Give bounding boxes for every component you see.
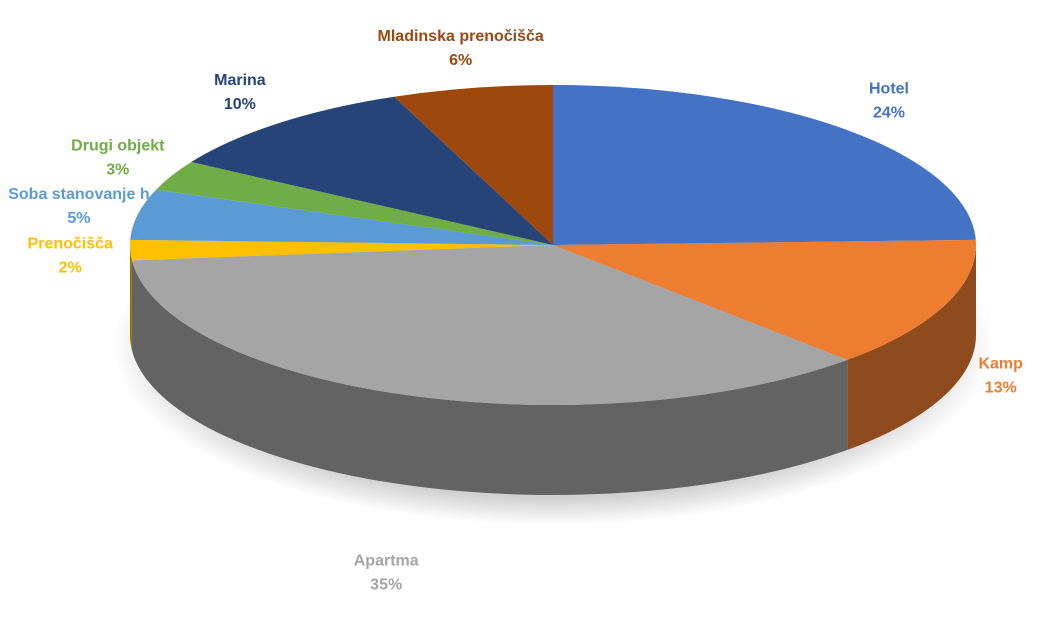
slice <box>130 239 554 261</box>
value-label: 13% <box>985 380 1017 397</box>
slice <box>156 162 553 245</box>
category-label: Marina <box>214 72 266 89</box>
category-label: Kamp <box>978 356 1023 373</box>
slice-side <box>131 260 848 495</box>
value-label: 35% <box>370 577 402 594</box>
category-label: Apartma <box>354 553 419 570</box>
value-label: 3% <box>106 161 129 178</box>
value-label: 5% <box>67 210 90 227</box>
value-label: 6% <box>449 52 472 69</box>
category-label: Hotel <box>869 81 909 98</box>
category-label: Prenočišča <box>28 235 113 252</box>
slice-side <box>130 245 132 351</box>
value-label: 10% <box>224 96 256 113</box>
category-label: Mladinska prenočišča <box>378 28 544 45</box>
slice <box>131 245 848 406</box>
slice <box>130 189 553 245</box>
category-label: Drugi objekt <box>71 137 165 154</box>
slice <box>394 85 553 245</box>
value-label: 24% <box>873 105 905 122</box>
category-label: Soba stanovanje h <box>8 186 149 203</box>
slice-side <box>847 245 976 450</box>
value-label: 2% <box>59 259 82 276</box>
slice <box>553 85 976 245</box>
slice <box>553 239 976 360</box>
slice <box>191 96 554 245</box>
